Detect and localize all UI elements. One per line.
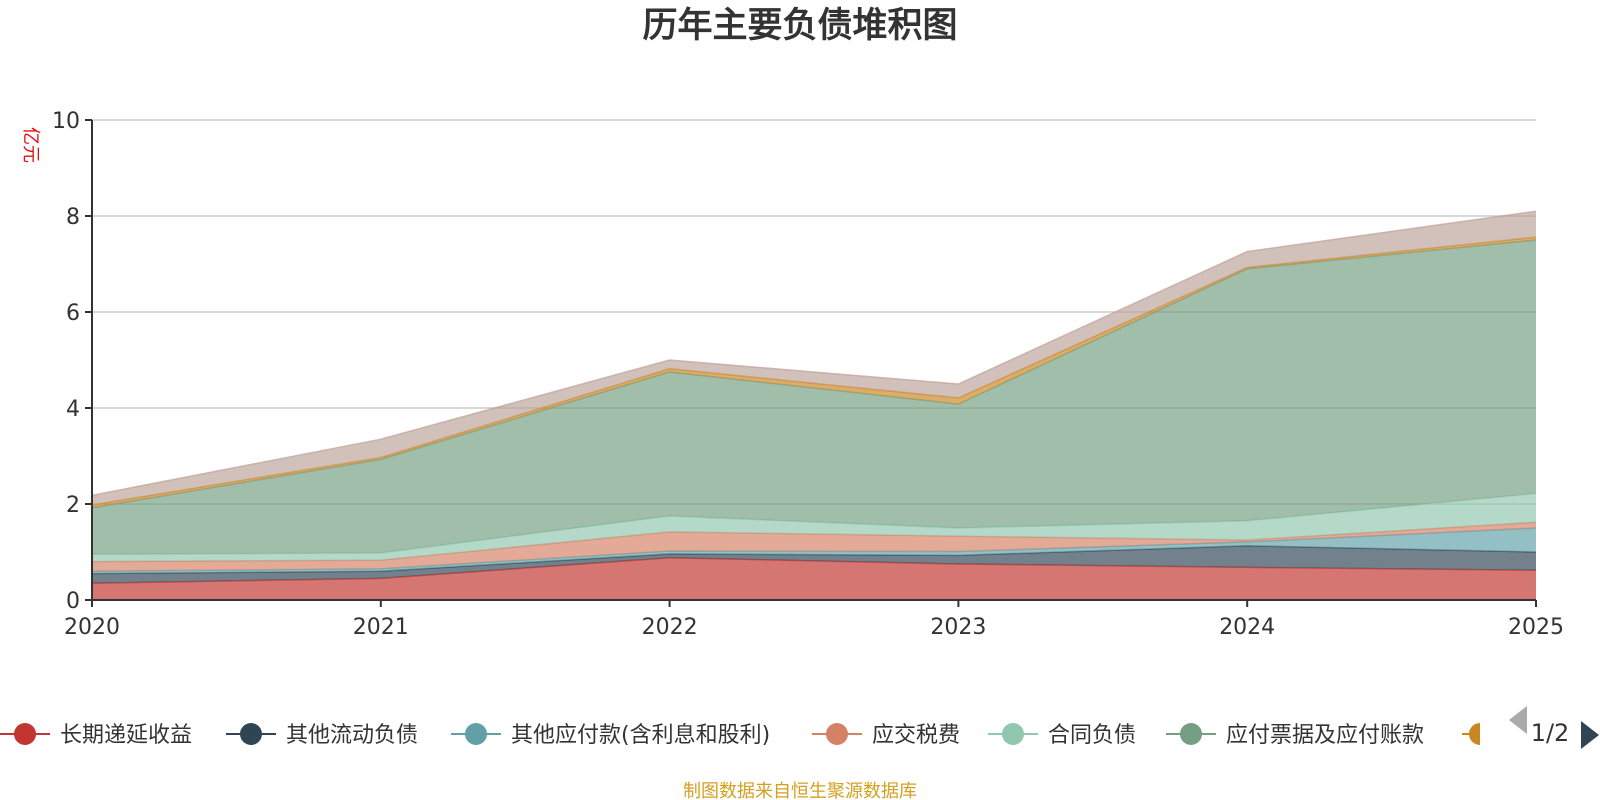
legend-page-indicator: 1/2 bbox=[1531, 719, 1570, 747]
legend-marker-icon bbox=[465, 723, 487, 745]
area-series-6 bbox=[92, 240, 1536, 555]
y-tick-label-10: 10 bbox=[52, 109, 80, 134]
legend-label: 长期递延收益 bbox=[60, 723, 192, 748]
y-tick-label-2: 2 bbox=[66, 493, 80, 518]
x-tick-label-2020: 2020 bbox=[64, 615, 120, 640]
legend-prev-page-icon[interactable] bbox=[1509, 706, 1527, 734]
y-axis-unit-label: 亿元 bbox=[20, 127, 41, 163]
legend-pager: 1/2 bbox=[1509, 706, 1599, 749]
legend-label: 应交税费 bbox=[872, 723, 960, 748]
legend-item-1[interactable]: 长期递延收益 bbox=[0, 723, 192, 748]
legend-marker-icon bbox=[240, 723, 262, 745]
y-axis-ticks: 0 2 4 6 8 10 bbox=[52, 109, 92, 614]
legend-item-2[interactable]: 其他流动负债 bbox=[226, 723, 418, 748]
y-tick-label-8: 8 bbox=[66, 205, 80, 230]
legend-marker-icon bbox=[1469, 723, 1480, 745]
legend-next-page-icon[interactable] bbox=[1581, 721, 1599, 749]
x-tick-label-2021: 2021 bbox=[353, 615, 409, 640]
data-source-note: 制图数据来自恒生聚源数据库 bbox=[683, 781, 917, 800]
legend-marker-icon bbox=[1180, 723, 1202, 745]
legend-marker-icon bbox=[826, 723, 848, 745]
area-series bbox=[91, 210, 1537, 600]
legend-label: 应付票据及应付账款 bbox=[1226, 723, 1424, 748]
legend: 长期递延收益 其他流动负债 其他应付款(含利息和股利) 应交税费 合同负债 应付票据及应付… bbox=[0, 723, 1480, 748]
area-series-1 bbox=[92, 557, 1536, 600]
y-tick-label-0: 0 bbox=[66, 589, 80, 614]
legend-label: 其他流动负债 bbox=[286, 723, 418, 748]
chart-title: 历年主要负债堆积图 bbox=[642, 6, 957, 46]
legend-item-6[interactable]: 应付票据及应付账款 bbox=[1166, 723, 1424, 748]
area-series-line-8 bbox=[91, 210, 1537, 497]
x-tick-label-2022: 2022 bbox=[642, 615, 698, 640]
area-series-2 bbox=[92, 545, 1536, 584]
x-tick-label-2023: 2023 bbox=[930, 615, 986, 640]
y-tick-label-4: 4 bbox=[66, 397, 80, 422]
axes bbox=[91, 120, 1536, 601]
legend-item-3[interactable]: 其他应付款(含利息和股利) bbox=[451, 723, 770, 748]
area-series-4 bbox=[92, 522, 1536, 572]
legend-label: 其他应付款(含利息和股利) bbox=[511, 723, 770, 748]
y-tick-label-6: 6 bbox=[66, 301, 80, 326]
legend-item-7-partial[interactable] bbox=[1462, 723, 1480, 745]
legend-item-4[interactable]: 应交税费 bbox=[812, 723, 960, 748]
x-tick-label-2024: 2024 bbox=[1219, 615, 1275, 640]
legend-label: 合同负债 bbox=[1048, 723, 1136, 748]
legend-marker-icon bbox=[1002, 723, 1024, 745]
area-series-5 bbox=[92, 493, 1536, 562]
x-tick-label-2025: 2025 bbox=[1508, 615, 1564, 640]
x-axis-ticks: 2020 2021 2022 2023 2024 2025 bbox=[64, 600, 1564, 640]
legend-item-5[interactable]: 合同负债 bbox=[988, 723, 1136, 748]
legend-marker-icon bbox=[14, 723, 36, 745]
